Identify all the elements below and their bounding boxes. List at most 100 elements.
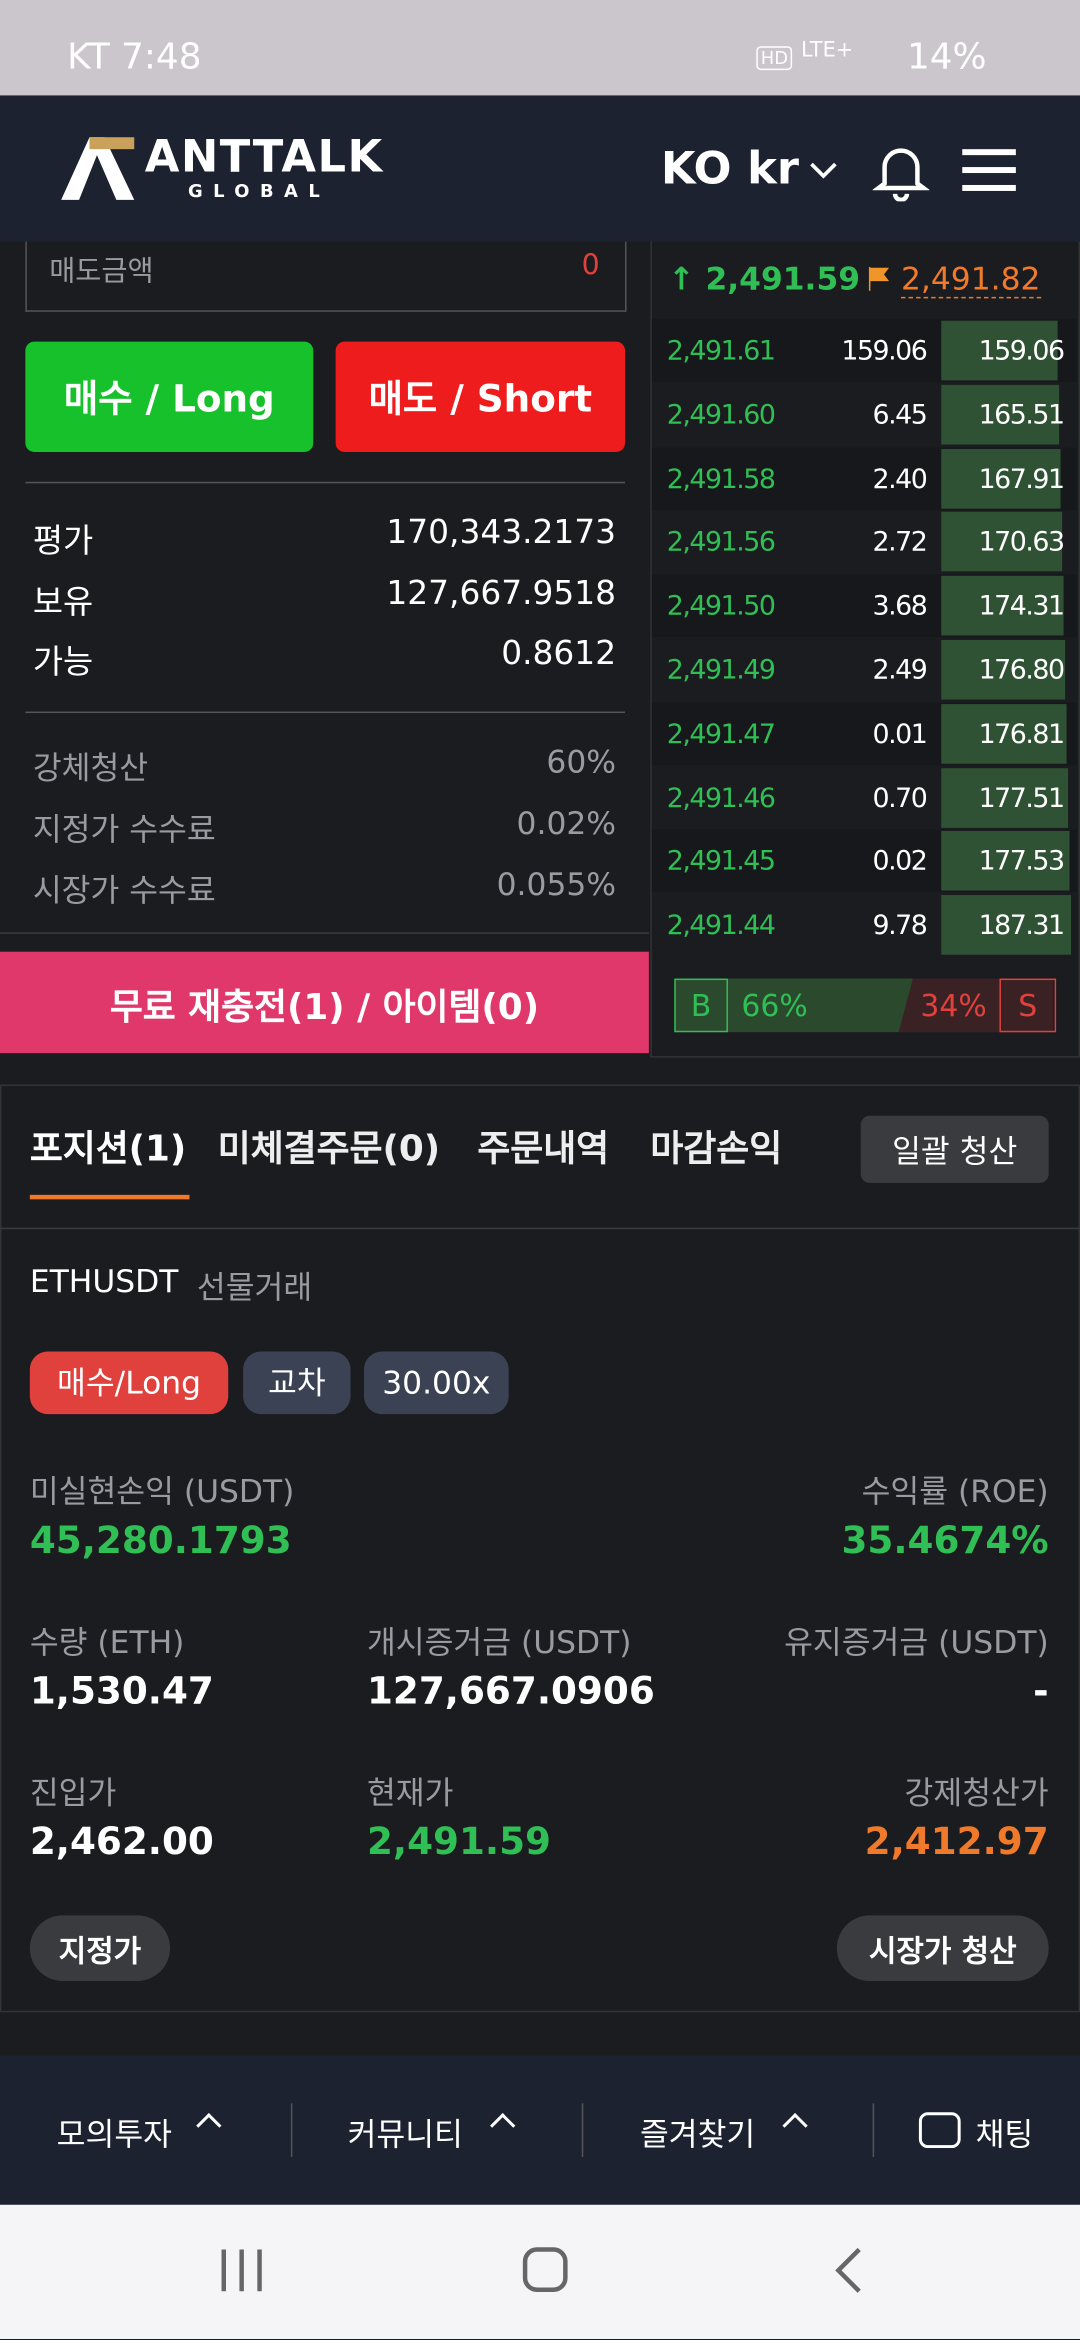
balance-value: 170,343.2173 [386, 514, 617, 552]
network: LTE+ [801, 38, 854, 63]
tab[interactable]: 포지션(1) [29, 1127, 187, 1170]
quantity: 2.49 [872, 654, 928, 687]
cumulative: 177.53 [978, 846, 1065, 878]
field-value: 1,530.47 [29, 1669, 214, 1713]
nav-item[interactable]: 즐겨찾기 [639, 2116, 756, 2153]
depth-bar [941, 448, 1061, 509]
price: 2,491.44 [666, 910, 776, 942]
last-price: ↑ 2,491.59 [668, 261, 861, 297]
balance-label: 보유 [32, 584, 94, 622]
quantity: 159.06 [841, 335, 927, 367]
quantity: 6.45 [872, 399, 928, 431]
field-label: 개시증거금 (USDT) [366, 1624, 632, 1661]
chat-icon [918, 2112, 961, 2149]
nav-item[interactable]: 커뮤니티 [347, 2116, 463, 2153]
status-bar [0, 0, 1080, 96]
mark-price: 2,491.82 [900, 261, 1041, 299]
header [0, 95, 1080, 242]
nav-divider [290, 2103, 293, 2158]
depth-bar [941, 831, 1070, 892]
market-close-button[interactable]: 시장가 청산 [836, 1915, 1049, 1981]
symbol: ETHUSDT [29, 1263, 179, 1300]
position-card [0, 1084, 1080, 2013]
balance-value: 0.8612 [501, 635, 617, 673]
buy-ratio: 66% [741, 987, 808, 1024]
field-label: 수량 (ETH) [29, 1624, 185, 1661]
menu-icon[interactable] [962, 146, 1019, 194]
price: 2,491.47 [666, 718, 776, 751]
cumulative: 159.06 [978, 335, 1065, 367]
field-value: - [1033, 1669, 1049, 1713]
fee-label: 강체청산 [32, 750, 149, 787]
field-value: 127,667.0906 [366, 1669, 655, 1713]
label: 매도금액 [49, 255, 154, 288]
quantity: 3.68 [872, 590, 928, 623]
language[interactable]: KO kr [660, 143, 799, 196]
field-value: 2,491.59 [366, 1819, 552, 1864]
price: 2,491.46 [666, 782, 776, 814]
quantity: 9.78 [872, 910, 928, 942]
price: 2,491.61 [666, 335, 776, 367]
tab[interactable]: 마감손익 [650, 1127, 783, 1170]
order-book [650, 241, 1080, 1058]
cumulative: 176.80 [978, 654, 1065, 687]
field-value: 2,412.97 [864, 1819, 1049, 1864]
buy-label: B [674, 978, 728, 1033]
last-price-value: 2,491.59 [705, 261, 861, 297]
cumulative: 167.91 [978, 463, 1065, 495]
bell-icon[interactable] [872, 142, 930, 202]
fee-value: 60% [546, 744, 617, 781]
chevron [810, 162, 837, 179]
field-value: 2,462.00 [29, 1819, 214, 1864]
hd-icon: HD [756, 46, 793, 71]
tag: 매수/Long [29, 1351, 229, 1415]
balance-value: 127,667.9518 [386, 575, 617, 613]
nav-divider [581, 2103, 584, 2158]
tab[interactable]: 미체결주문(0) [217, 1127, 441, 1170]
depth-bar [941, 895, 1072, 955]
price: 2,491.56 [666, 527, 776, 559]
price: 2,491.50 [666, 590, 776, 623]
fee-value: 0.055% [496, 866, 617, 903]
bottom-nav [0, 2055, 1080, 2205]
tag: 교차 [243, 1351, 351, 1415]
field-value: 35.4674% [841, 1518, 1049, 1562]
cumulative: 177.51 [978, 782, 1065, 814]
price: 2,491.60 [666, 399, 776, 431]
buy-ratio-bar [674, 978, 913, 1033]
depth-bar [941, 703, 1067, 764]
battery: 14% [906, 35, 987, 78]
price: 2,491.45 [666, 846, 776, 878]
quantity: 2.40 [872, 463, 928, 495]
fee-value: 0.02% [516, 805, 617, 842]
depth-bar [941, 576, 1064, 636]
tab[interactable]: 주문내역 [477, 1127, 610, 1170]
quantity: 2.72 [872, 527, 928, 559]
close-all-button[interactable]: 일괄 청산 [860, 1115, 1049, 1183]
limit-button[interactable]: 지정가 [29, 1915, 171, 1981]
logo-mark [61, 137, 135, 200]
field-label: 현재가 [366, 1775, 454, 1811]
system-nav-icons [221, 2247, 861, 2293]
depth-bar [941, 384, 1060, 445]
field-label: 강제청산가 [904, 1775, 1049, 1811]
depth-bar [941, 320, 1058, 381]
balance-label: 가능 [32, 644, 94, 682]
depth-bar [941, 639, 1066, 700]
cumulative: 165.51 [978, 399, 1065, 431]
sell-ratio: 34% [920, 987, 987, 1024]
recharge-button[interactable]: 무료 재충전(1) / 아이템(0) [0, 951, 649, 1054]
cumulative: 176.81 [978, 718, 1065, 751]
nav-item[interactable]: 모의투자 [56, 2116, 172, 2153]
status-time: KT 7:48 [67, 35, 202, 78]
quantity: 0.70 [872, 782, 928, 814]
sell-button[interactable]: 매도 / Short [335, 341, 626, 452]
sell-amount-box[interactable] [25, 241, 627, 312]
field-label: 유지증거금 (USDT) [784, 1624, 1049, 1661]
nav-item[interactable]: 채팅 [975, 2116, 1034, 2153]
fee-label: 시장가 수수료 [32, 872, 216, 909]
cumulative: 187.31 [978, 910, 1065, 942]
quantity: 0.01 [872, 718, 928, 751]
buy-button[interactable]: 매수 / Long [25, 341, 314, 452]
